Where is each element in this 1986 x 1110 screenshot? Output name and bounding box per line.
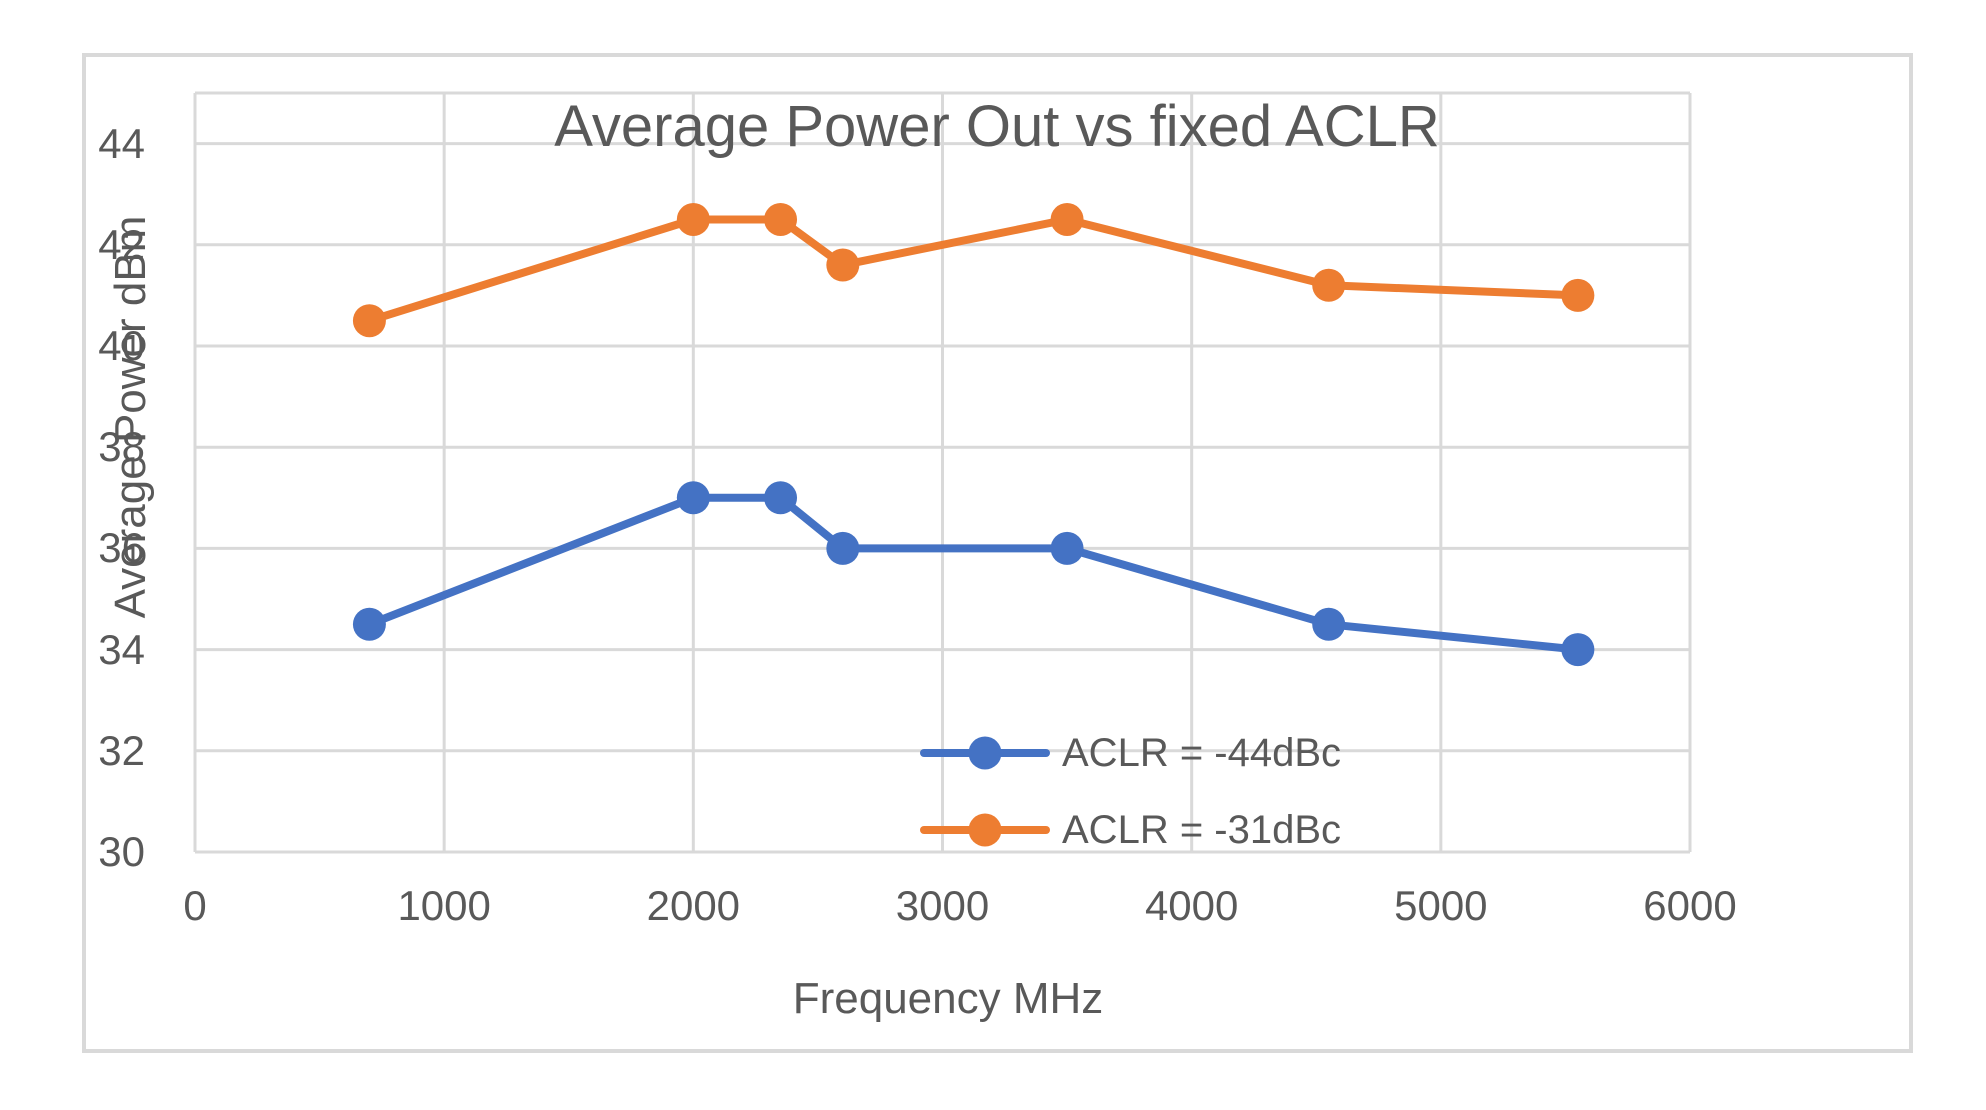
data-point-marker <box>826 248 860 282</box>
data-point-marker <box>826 531 860 565</box>
x-tick-label: 3000 <box>895 882 990 929</box>
legend-label: ACLR = -31dBc <box>1062 807 1342 852</box>
data-point-marker <box>352 304 386 338</box>
legend-item: ACLR = -44dBc <box>920 729 1341 777</box>
y-tick-label: 40 <box>98 322 145 369</box>
y-tick-label: 42 <box>98 220 145 268</box>
y-tick-label: 34 <box>98 625 145 673</box>
data-point-marker <box>764 203 798 236</box>
chart-plot-area <box>82 53 1913 1053</box>
data-point-marker <box>1312 268 1346 302</box>
series-line <box>365 493 1582 654</box>
y-tick-label: 44 <box>98 119 145 167</box>
x-tick-label: 5000 <box>1394 882 1488 929</box>
y-tick-label: 36 <box>98 524 145 572</box>
data-point-marker <box>1312 607 1346 641</box>
data-point-marker <box>1561 278 1595 312</box>
data-point-marker <box>764 481 798 515</box>
data-point-marker <box>1561 633 1595 667</box>
x-axis-title: Frequency MHz <box>792 974 1104 1023</box>
y-tick-label: 32 <box>98 726 145 774</box>
data-point-marker <box>1050 531 1084 565</box>
x-tick-label: 6000 <box>1643 882 1737 929</box>
series-line <box>365 215 1582 325</box>
chart-frame: Average Power Out vs fixed ACLR Average … <box>82 53 1913 1053</box>
data-point-marker <box>352 607 386 641</box>
legend-item: ACLR = -31dBc <box>920 806 1341 854</box>
legend-marker-icon <box>920 736 1050 770</box>
legend-marker-icon <box>920 813 1050 847</box>
data-point-marker <box>676 481 710 515</box>
y-tick-label: 38 <box>98 423 145 471</box>
x-tick-label: 2000 <box>646 882 741 929</box>
data-point-marker <box>1050 203 1084 236</box>
y-tick-label: 30 <box>98 828 145 875</box>
chart-border <box>82 53 1913 1053</box>
chart-title: Average Power Out vs fixed ACLR <box>554 94 1440 159</box>
data-point-marker <box>676 203 710 236</box>
legend-label: ACLR = -44dBc <box>1062 730 1342 775</box>
x-tick-label: 4000 <box>1144 882 1239 929</box>
x-tick-label: 1000 <box>397 882 491 929</box>
x-tick-label: 0 <box>183 882 207 929</box>
